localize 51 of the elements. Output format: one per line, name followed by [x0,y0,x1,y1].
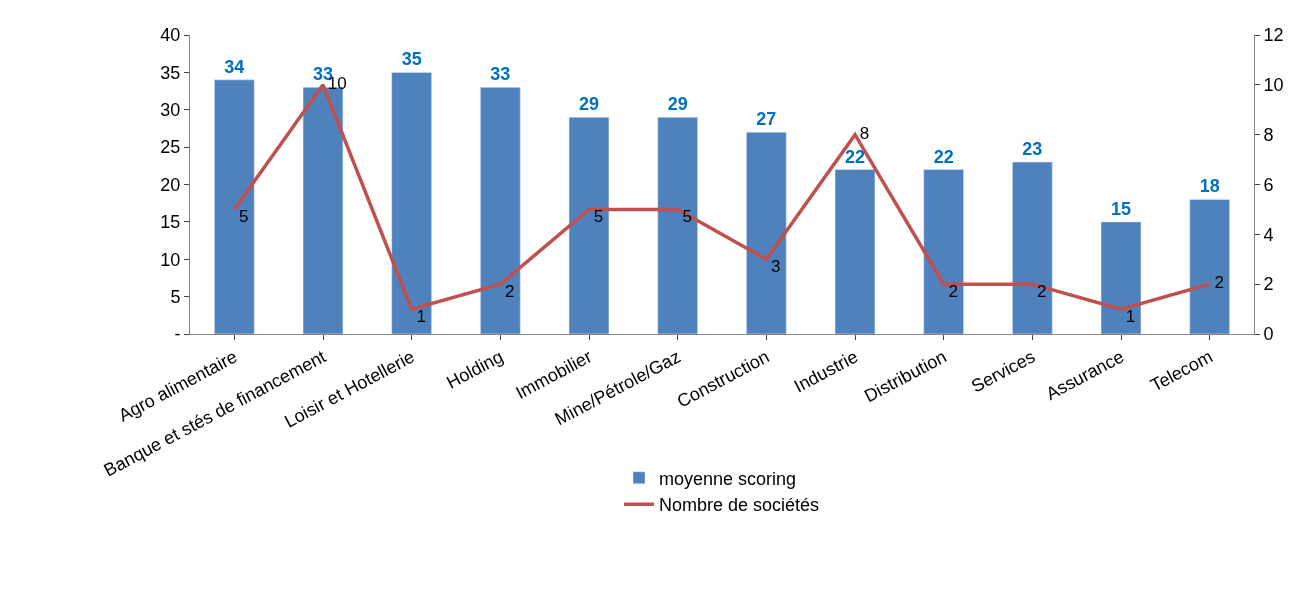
y2-tick-label: 6 [1263,174,1274,195]
data-label: 22 [933,146,954,167]
y-tick-label: 25 [160,137,181,158]
bar [391,72,432,334]
data-label: 23 [1022,139,1043,160]
data-label: 34 [224,56,245,77]
data-label: 2 [1209,273,1224,293]
y-tick-label: 15 [160,212,181,233]
bar [657,116,698,334]
bar [923,169,964,334]
data-label: 15 [1110,198,1132,219]
data-label: 35 [401,49,422,70]
y-tick-label: 5 [170,286,181,307]
y-tick-label: 35 [160,62,181,83]
data-label: 2 [500,281,515,301]
bar [1189,199,1230,334]
data-label: 27 [756,109,777,130]
data-label: 1 [1121,306,1136,326]
y-tick-label: 30 [160,100,181,121]
bar [834,169,876,334]
y2-tick-label: 10 [1263,75,1284,96]
data-label: 2 [1032,281,1047,301]
y2-tick-label: 0 [1263,324,1274,345]
y-tick-label: 40 [160,25,181,46]
data-label: 5 [589,207,604,227]
bar [746,131,787,334]
y2-tick-label: 2 [1263,274,1274,295]
data-label: 2 [943,281,958,301]
data-label: 29 [578,94,600,115]
data-label: 5 [234,207,249,227]
bar [568,116,610,334]
legend-label: moyenne scoring [659,468,797,489]
data-label: 22 [844,146,866,167]
data-label: 33 [490,64,511,85]
bar [1100,221,1142,334]
bar [1012,161,1053,334]
y2-tick-label: 12 [1263,25,1284,46]
legend-label: Nombre de sociétés [659,495,820,516]
data-label: 8 [855,123,870,143]
y-tick-label: 20 [160,174,181,195]
y-tick-label: 10 [160,249,181,270]
y2-tick-label: 8 [1263,124,1274,145]
y-tick-label: - [174,324,181,345]
data-label: 3 [766,257,781,276]
data-label: 29 [667,94,688,115]
data-label: 1 [411,306,426,326]
data-label: 18 [1199,176,1220,197]
bar [214,79,255,334]
bar [302,87,344,334]
bar [480,87,521,334]
y2-tick-label: 4 [1263,224,1274,245]
